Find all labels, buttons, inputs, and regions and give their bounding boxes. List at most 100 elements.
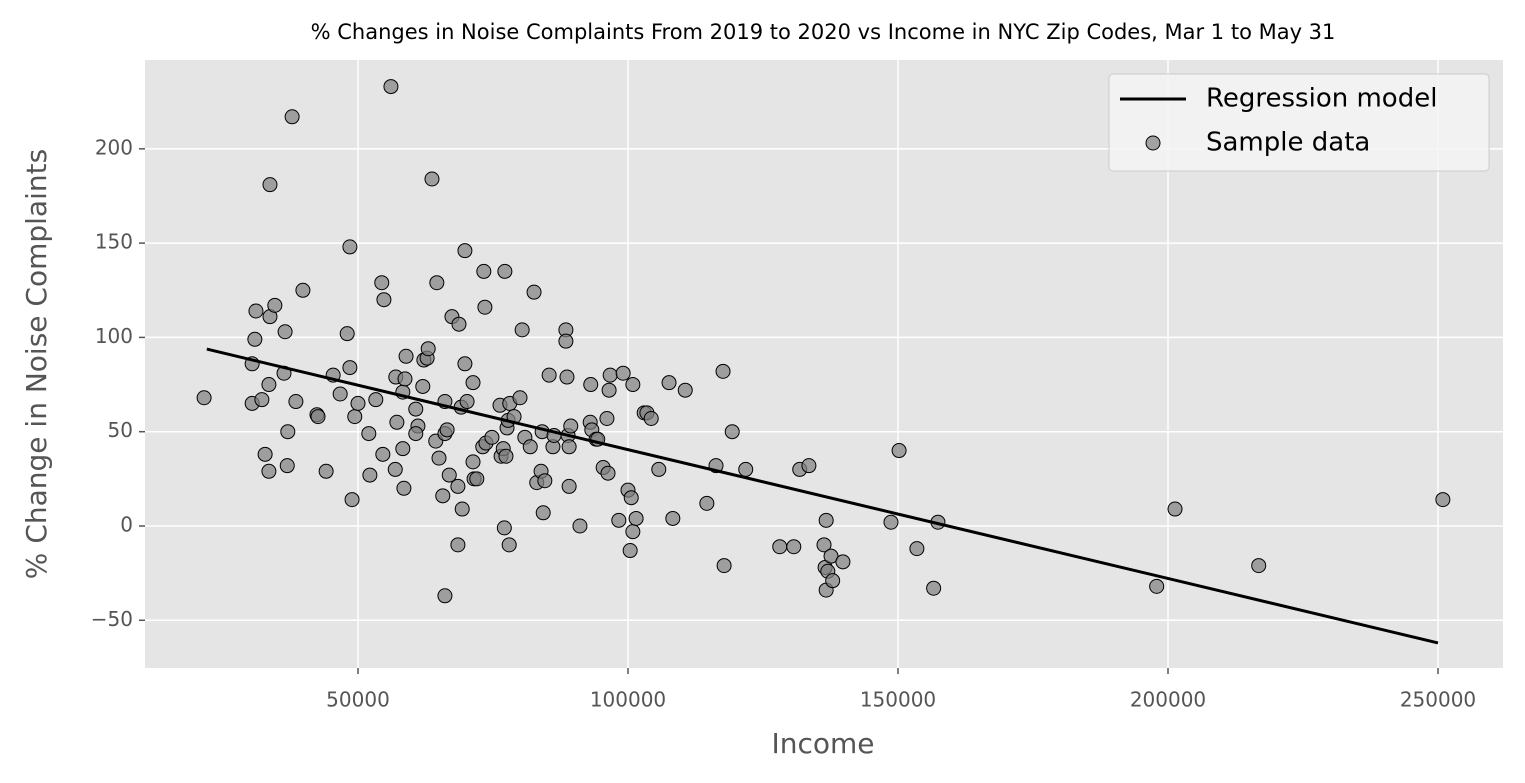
data-point xyxy=(512,390,528,406)
data-point xyxy=(535,505,551,521)
data-point xyxy=(891,443,907,459)
data-point xyxy=(1167,501,1183,517)
data-point xyxy=(342,239,358,255)
data-point xyxy=(451,316,467,332)
y-tick-label: 100 xyxy=(95,324,133,348)
data-point xyxy=(1435,492,1451,508)
data-point xyxy=(522,439,538,455)
data-point xyxy=(699,495,715,511)
data-point xyxy=(526,284,542,300)
data-point xyxy=(572,518,588,534)
x-axis-label: Income xyxy=(771,727,874,760)
data-point xyxy=(368,392,384,408)
data-point xyxy=(437,588,453,604)
data-point xyxy=(465,375,481,391)
data-point xyxy=(435,488,451,504)
data-point xyxy=(558,333,574,349)
legend-box xyxy=(1108,73,1490,172)
data-point xyxy=(397,371,413,387)
data-point xyxy=(261,377,277,393)
data-point xyxy=(1251,558,1267,574)
data-point xyxy=(738,461,754,477)
data-point xyxy=(825,573,841,589)
data-point xyxy=(628,510,644,526)
data-point xyxy=(450,537,466,553)
data-point xyxy=(537,473,553,489)
legend-label: Sample data xyxy=(1206,128,1370,158)
data-point xyxy=(267,297,283,313)
data-point xyxy=(457,243,473,259)
data-point xyxy=(625,524,641,540)
data-point xyxy=(601,382,617,398)
data-point xyxy=(643,411,659,427)
data-point xyxy=(541,367,557,383)
data-point xyxy=(454,501,470,517)
data-point xyxy=(665,510,681,526)
data-point xyxy=(375,446,391,462)
data-point xyxy=(457,356,473,372)
data-point xyxy=(623,490,639,506)
y-axis-label: % Change in Noise Complaints xyxy=(20,149,53,579)
data-point xyxy=(347,409,363,425)
data-point xyxy=(248,303,264,319)
data-point xyxy=(387,461,403,477)
data-point xyxy=(818,512,834,528)
data-point xyxy=(420,341,436,357)
data-point xyxy=(424,171,440,187)
data-point xyxy=(625,377,641,393)
x-tick-label: 100000 xyxy=(590,688,666,712)
data-point xyxy=(310,409,326,425)
data-point xyxy=(431,450,447,466)
data-point xyxy=(677,382,693,398)
data-point xyxy=(600,465,616,481)
x-tick-label: 200000 xyxy=(1130,688,1206,712)
y-tick-label: 200 xyxy=(95,135,133,159)
data-point xyxy=(883,514,899,530)
data-point xyxy=(318,463,334,479)
data-point xyxy=(465,454,481,470)
data-point xyxy=(496,520,512,536)
data-point xyxy=(926,580,942,596)
data-point xyxy=(374,275,390,291)
x-tick-label: 50000 xyxy=(326,688,390,712)
data-point xyxy=(477,299,493,315)
data-point xyxy=(408,401,424,417)
data-point xyxy=(295,282,311,298)
data-point xyxy=(661,375,677,391)
data-point xyxy=(909,541,925,557)
data-point xyxy=(429,275,445,291)
data-point xyxy=(342,360,358,376)
data-point xyxy=(344,492,360,508)
data-point xyxy=(611,512,627,528)
data-point xyxy=(559,369,575,385)
data-point xyxy=(439,422,455,438)
data-point xyxy=(622,543,638,559)
data-point xyxy=(415,378,431,394)
data-point xyxy=(389,414,405,430)
x-tick-label: 250000 xyxy=(1400,688,1476,712)
data-point xyxy=(361,426,377,442)
data-point xyxy=(514,322,530,338)
data-point xyxy=(772,539,788,555)
data-point xyxy=(408,426,424,442)
chart-title: % Changes in Noise Complaints From 2019 … xyxy=(311,20,1336,44)
data-point xyxy=(376,292,392,308)
data-point xyxy=(254,392,270,408)
data-point xyxy=(284,109,300,125)
y-tick-label: −50 xyxy=(91,607,133,631)
data-point xyxy=(651,461,667,477)
data-point xyxy=(497,263,513,279)
y-tick-label: 0 xyxy=(120,512,133,536)
data-point xyxy=(396,480,412,496)
data-point xyxy=(262,177,278,193)
y-tick-label: 150 xyxy=(95,230,133,254)
data-point xyxy=(563,418,579,434)
data-point xyxy=(288,394,304,410)
data-point xyxy=(279,458,295,474)
data-point xyxy=(350,395,366,411)
data-point xyxy=(786,539,802,555)
data-point xyxy=(816,537,832,553)
data-point xyxy=(441,467,457,483)
data-point xyxy=(196,390,212,406)
data-point xyxy=(484,429,500,445)
